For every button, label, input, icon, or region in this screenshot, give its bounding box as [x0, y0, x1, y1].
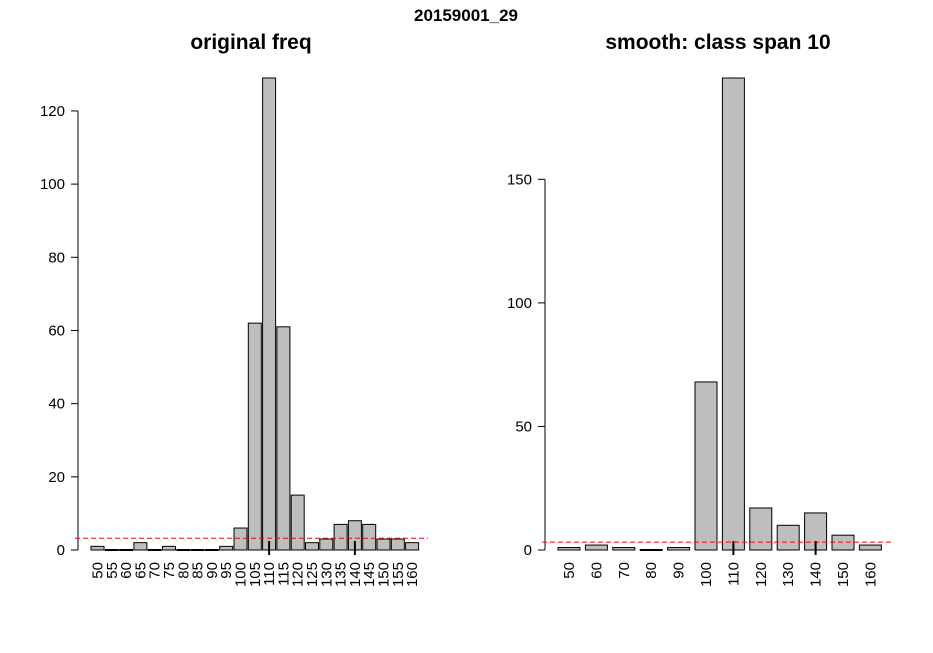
bar [262, 77, 277, 551]
bar [204, 549, 219, 551]
y-tick-label: 60 [48, 322, 65, 339]
x-tick-label: 50 [561, 562, 578, 579]
panel-title: original freq [190, 31, 311, 54]
bar [176, 549, 191, 551]
bar [584, 544, 608, 551]
bar [305, 542, 319, 551]
y-tick-label: 150 [507, 171, 532, 188]
bar [133, 542, 148, 551]
y-tick-label: 80 [48, 249, 65, 266]
y-tick-label: 120 [40, 103, 65, 120]
y-tick-label: 20 [48, 469, 65, 486]
bar [362, 523, 377, 551]
bar [162, 545, 176, 551]
panel-title: smooth: class span 10 [605, 31, 830, 54]
x-tick-label: 50 [90, 562, 107, 579]
panel-1: original freq020406080100120505560657075… [40, 31, 428, 587]
x-tick-label: 105 [247, 562, 264, 587]
x-tick-label: 135 [333, 562, 350, 587]
bar [276, 326, 291, 551]
y-tick-label: 50 [515, 418, 532, 435]
y-tick-label: 0 [57, 542, 65, 559]
x-tick-label: 100 [698, 562, 715, 587]
bar [639, 549, 663, 551]
x-tick-label: 85 [190, 562, 207, 579]
x-tick-label: 110 [261, 562, 278, 586]
x-tick-label: 140 [347, 562, 364, 587]
x-tick-label: 65 [132, 562, 149, 579]
bar [749, 507, 773, 551]
bar [90, 545, 105, 551]
x-tick-label: 55 [104, 562, 121, 579]
x-tick-label: 120 [753, 562, 770, 587]
y-tick-label: 40 [48, 396, 65, 413]
bar [694, 381, 718, 551]
figure-title: 20159001_29 [414, 6, 518, 25]
x-tick-label: 110 [725, 562, 742, 586]
x-tick-label: 120 [290, 562, 307, 587]
x-tick-label: 160 [404, 562, 421, 587]
x-tick-label: 60 [118, 562, 135, 579]
x-tick-label: 150 [835, 562, 852, 587]
x-tick-label: 140 [808, 562, 825, 587]
x-tick-label: 90 [204, 562, 221, 579]
x-tick-label: 155 [390, 562, 407, 587]
y-tick-label: 100 [40, 176, 65, 193]
bar [612, 547, 636, 551]
bar [557, 547, 581, 551]
bar [405, 542, 420, 551]
x-tick-label: 90 [671, 562, 688, 579]
x-tick-label: 75 [161, 562, 178, 579]
x-tick-label: 70 [147, 562, 164, 579]
bar [190, 549, 205, 551]
bar [290, 494, 305, 551]
bar [667, 547, 691, 551]
panel-2: smooth: class span 10 0 50 100 150 50 60 70 80 90… [507, 31, 893, 587]
bar [776, 524, 800, 551]
y-tick-label: 0 [524, 542, 532, 559]
x-tick-label: 130 [318, 562, 335, 587]
bar [319, 538, 334, 551]
x-tick-label: 80 [175, 562, 192, 579]
x-tick-label: 130 [780, 562, 797, 587]
bar [858, 544, 882, 551]
bar [104, 549, 119, 551]
bar [333, 523, 348, 551]
bar [376, 538, 391, 551]
x-tick-label: 60 [588, 562, 605, 579]
bar [390, 538, 405, 551]
bar [233, 527, 248, 551]
x-tick-label: 160 [862, 562, 879, 587]
x-tick-label: 70 [616, 562, 633, 579]
bar [119, 549, 134, 551]
x-tick-label: 100 [233, 562, 250, 587]
x-tick-label: 125 [304, 562, 321, 587]
bar [219, 545, 234, 551]
x-tick-label: 150 [376, 562, 393, 587]
x-tick-label: 115 [275, 562, 292, 586]
bar [721, 77, 745, 551]
y-tick-label: 100 [507, 295, 532, 312]
bar [247, 322, 262, 551]
bar [147, 549, 162, 551]
x-tick-label: 95 [218, 562, 235, 579]
x-tick-label: 145 [361, 562, 378, 587]
x-tick-label: 80 [643, 562, 660, 579]
